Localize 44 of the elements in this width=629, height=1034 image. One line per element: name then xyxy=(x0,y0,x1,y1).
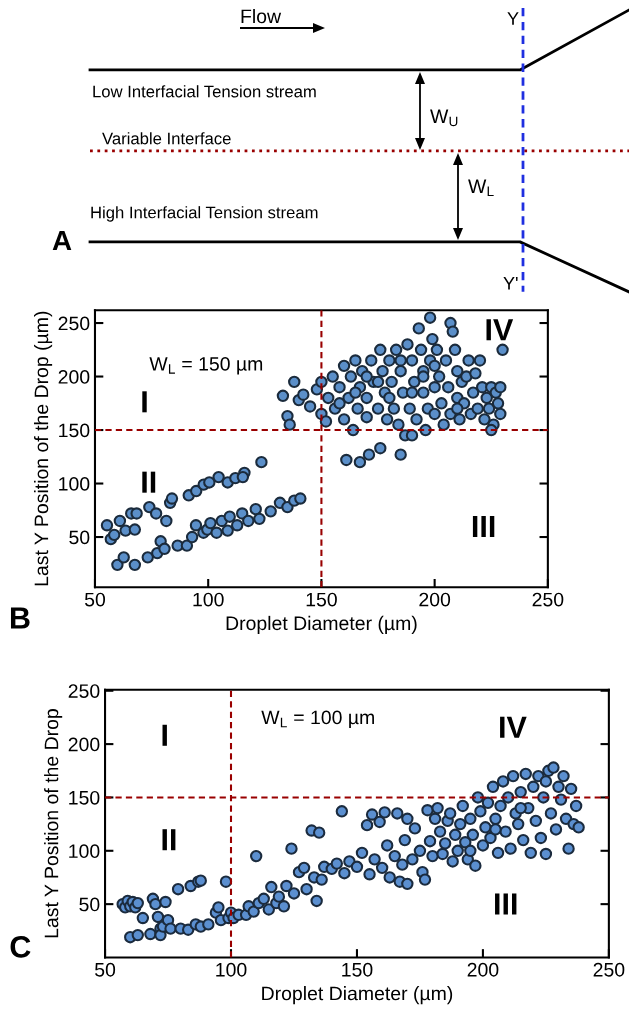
x-tick-label: 200 xyxy=(419,592,451,607)
y-tick-label: 250 xyxy=(68,684,100,698)
y-axis-title: Last Y Position of the Drop xyxy=(44,709,63,938)
x-tick-label: 200 xyxy=(467,962,499,977)
y-tick-label: 100 xyxy=(59,477,90,491)
x-tick-label: 250 xyxy=(532,592,564,607)
annotation: I xyxy=(142,391,147,413)
x-tick-label: 50 xyxy=(95,962,116,977)
annotation: III xyxy=(495,893,517,915)
annotation: W$_{L}$ = 150 µm xyxy=(149,356,263,375)
text: B xyxy=(10,607,30,629)
text: W$_{L}$ xyxy=(468,179,494,196)
y-tick-label: 250 xyxy=(58,316,90,331)
y-tick-label: 150 xyxy=(59,423,90,438)
text: C xyxy=(10,936,31,958)
annotation: II xyxy=(162,829,176,851)
text: Flow xyxy=(241,8,282,24)
text: Variable Interface xyxy=(102,132,231,145)
x-axis-title: Droplet Diameter (µm) xyxy=(262,986,453,1005)
text: Y xyxy=(507,12,519,25)
y-tick-label: 200 xyxy=(68,737,100,752)
x-tick-label: 100 xyxy=(216,962,247,977)
x-axis-title: Droplet Diameter (µm) xyxy=(226,615,417,634)
y-tick-label: 200 xyxy=(58,370,90,384)
y-axis-title: Last Y Position of the Drop (µm) xyxy=(34,311,53,586)
x-tick-label: 100 xyxy=(193,592,224,607)
y-tick-label: 50 xyxy=(79,897,100,912)
text: High Interfacial Tension stream xyxy=(91,206,318,222)
x-tick-label: 150 xyxy=(342,962,373,977)
x-tick-label: 250 xyxy=(593,962,625,977)
text: Y' xyxy=(503,277,518,290)
annotation: W$_{L}$ = 100 µm xyxy=(261,710,374,729)
annotation: IV xyxy=(486,319,514,341)
y-tick-label: 100 xyxy=(69,844,100,859)
annotation: III xyxy=(472,516,495,538)
x-tick-label: 150 xyxy=(306,592,337,607)
text: W$_{U}$ xyxy=(430,109,458,127)
annotation: II xyxy=(142,471,156,493)
text: A xyxy=(52,230,72,251)
annotation: I xyxy=(162,724,167,746)
y-tick-label: 150 xyxy=(69,790,100,805)
annotation: IV xyxy=(500,716,527,738)
text: Low Interfacial Tension stream xyxy=(93,85,316,98)
y-tick-label: 50 xyxy=(69,530,90,545)
